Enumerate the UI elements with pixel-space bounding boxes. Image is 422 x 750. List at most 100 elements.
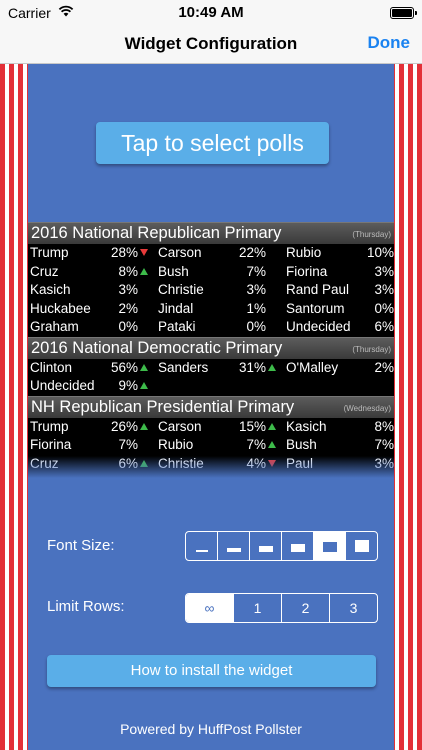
candidate-name: Sanders (158, 359, 209, 375)
candidate-name: Kasich (30, 282, 71, 297)
poll-row: Fiorina 7% Rubio 7% Bush 7% (28, 436, 394, 455)
candidate-name: Graham (30, 319, 79, 334)
poll-row: Huckabee 2% Jindal 1% Santorum 0% (28, 300, 394, 319)
poll-cell: Jindal 1% (156, 301, 278, 318)
done-button[interactable]: Done (367, 33, 411, 52)
poll-row: Trump 28% Carson 22% Rubio 10% (28, 244, 394, 263)
candidate-name: Huckabee (30, 300, 91, 316)
poll-header: 2016 National Democratic Primary (Thursda… (28, 336, 394, 359)
candidate-value: 26% (110, 418, 138, 434)
font-size-bar-icon (258, 546, 273, 552)
poll-preview: 2016 National Republican Primary (Thursda… (28, 222, 394, 478)
poll-cell: Trump 26% (28, 419, 150, 436)
candidate-name: Fiorina (30, 437, 72, 452)
candidate-name: Jindal (158, 300, 194, 316)
candidate-value: 56% (110, 359, 138, 375)
poll-cell: Rubio 10% (284, 245, 394, 262)
poll-title: 2016 National Democratic Primary (31, 338, 283, 357)
candidate-value: 2% (118, 300, 138, 316)
candidate-name: Trump (30, 418, 69, 434)
poll-cell: Cruz 8% (28, 264, 150, 281)
poll-cell: Bush 7% (156, 264, 278, 281)
candidate-value: 28% (110, 245, 138, 260)
trend-up-icon (268, 422, 276, 430)
font-size-bar-icon (322, 542, 337, 552)
font-size-selector[interactable] (185, 531, 378, 561)
poll-row: Clinton 56% Sanders 31% O'Malley 2% (28, 359, 394, 378)
poll-cell: Carson 22% (156, 245, 278, 262)
candidate-value: 3% (374, 282, 394, 297)
font-size-option[interactable] (218, 532, 250, 560)
poll-cell: Pataki 0% (156, 319, 278, 336)
candidate-name: Pataki (158, 319, 196, 334)
font-size-option[interactable] (186, 532, 218, 560)
font-size-option[interactable] (282, 532, 314, 560)
limit-rows-option[interactable]: 2 (282, 594, 330, 622)
candidate-name: Bush (286, 437, 317, 452)
candidate-name: O'Malley (286, 359, 339, 375)
poll-title: 2016 National Republican Primary (31, 224, 282, 242)
font-size-bar-icon (290, 544, 305, 552)
poll-cell: Santorum 0% (284, 301, 394, 318)
font-size-option[interactable] (250, 532, 282, 560)
candidate-name: Undecided (286, 319, 351, 334)
candidate-value: 3% (246, 282, 266, 297)
candidate-value: 7% (246, 263, 266, 279)
candidate-name: Paul (286, 455, 314, 471)
candidate-value: 6% (118, 455, 138, 471)
poll-cell: Rand Paul 3% (284, 282, 394, 299)
font-size-bar-icon (195, 550, 208, 552)
limit-rows-selector[interactable]: ∞ 1 2 3 (185, 593, 378, 623)
candidate-value: 9% (118, 378, 138, 393)
font-size-bar-icon (354, 540, 369, 552)
font-size-label: Font Size: (47, 537, 115, 554)
install-widget-button[interactable]: How to install the widget (47, 655, 376, 687)
powered-by-label: Powered by HuffPost Pollster (120, 721, 302, 737)
poll-cell: Rubio 7% (156, 437, 278, 454)
candidate-name: Rand Paul (286, 282, 350, 297)
poll-cell: Christie 4% (156, 456, 278, 473)
candidate-name: Rubio (286, 245, 322, 260)
battery-icon (390, 7, 417, 19)
select-polls-button[interactable]: Tap to select polls (96, 122, 329, 164)
right-stripes-decoration (394, 64, 422, 750)
font-size-option[interactable] (314, 532, 346, 560)
candidate-value: 8% (118, 263, 138, 279)
candidate-name: Christie (158, 282, 204, 297)
trend-up-icon (268, 363, 276, 371)
poll-cell: Undecided 6% (284, 319, 394, 336)
candidate-name: Clinton (30, 359, 73, 375)
candidate-value: 4% (246, 455, 266, 471)
font-size-option[interactable] (346, 532, 377, 560)
limit-rows-option[interactable]: 3 (349, 600, 358, 616)
candidate-name: Carson (158, 418, 202, 434)
candidate-name: Christie (158, 455, 204, 471)
status-time: 10:49 AM (178, 4, 244, 21)
poll-cell: Kasich 3% (28, 282, 150, 299)
candidate-name: Cruz (30, 455, 59, 471)
poll-cell: Graham 0% (28, 319, 150, 336)
nav-bar: Widget Configuration Done (0, 26, 422, 64)
candidate-value: 7% (118, 437, 138, 452)
poll-header: 2016 National Republican Primary (Thursda… (28, 222, 394, 244)
poll-cell: O'Malley 2% (284, 360, 394, 377)
poll-cell: Sanders 31% (156, 360, 278, 377)
poll-cell: Cruz 6% (28, 456, 150, 473)
candidate-name: Rubio (158, 437, 194, 452)
poll-day: (Wednesday) (343, 403, 391, 413)
poll-day: (Thursday) (352, 230, 391, 239)
poll-cell: Fiorina 7% (28, 437, 150, 454)
candidate-value: 3% (118, 282, 138, 297)
poll-cell: Clinton 56% (28, 360, 150, 377)
candidate-value: 8% (374, 418, 394, 434)
poll-row: Cruz 6% Christie 4% Paul 3% (28, 455, 394, 474)
limit-rows-option[interactable]: ∞ (186, 594, 234, 622)
font-size-bar-icon (226, 548, 241, 552)
candidate-value: 0% (118, 319, 138, 334)
poll-cell: Christie 3% (156, 282, 278, 299)
poll-row: Cruz 8% Bush 7% Fiorina 3% (28, 263, 394, 282)
limit-rows-option[interactable]: 1 (234, 594, 282, 622)
candidate-name: Bush (158, 263, 189, 279)
main-panel: Tap to select polls 2016 National Republ… (28, 64, 394, 750)
candidate-name: Santorum (286, 300, 345, 316)
